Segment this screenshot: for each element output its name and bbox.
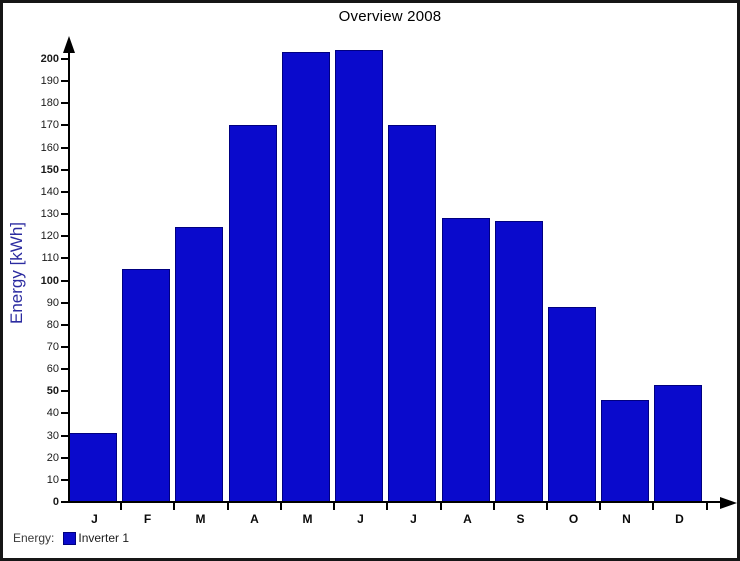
y-tick — [61, 147, 68, 149]
y-tick — [61, 457, 68, 459]
x-tick-label: M — [302, 512, 313, 526]
x-tick — [173, 503, 175, 510]
y-tick — [61, 257, 68, 259]
y-tick-label: 180 — [40, 97, 59, 109]
y-tick-label: 170 — [40, 119, 59, 131]
x-tick — [386, 503, 388, 510]
y-tick — [61, 390, 68, 392]
y-tick — [61, 124, 68, 126]
y-tick — [61, 235, 68, 237]
y-tick-label: 130 — [40, 208, 59, 220]
x-axis-line — [67, 501, 722, 503]
x-tick — [546, 503, 548, 510]
legend-swatch-inverter1 — [63, 531, 77, 545]
y-tick — [61, 435, 68, 437]
x-tick-label: A — [463, 512, 472, 526]
y-tick-label: 70 — [46, 341, 59, 353]
bar — [601, 400, 649, 503]
bar — [442, 218, 490, 503]
y-tick-label: 40 — [46, 407, 59, 419]
y-tick — [61, 302, 68, 304]
y-tick — [61, 324, 68, 326]
y-tick — [61, 102, 68, 104]
y-axis-line — [68, 50, 70, 503]
x-tick — [493, 503, 495, 510]
y-tick-label: 90 — [46, 297, 59, 309]
chart-title: Overview 2008 — [338, 8, 442, 25]
bar — [654, 385, 702, 503]
y-tick-label: 0 — [52, 496, 59, 508]
x-tick — [227, 503, 229, 510]
y-tick-label: 60 — [46, 363, 59, 375]
bar — [122, 269, 170, 503]
y-axis-title: Energy [kWh] — [7, 221, 26, 325]
x-tick-label: S — [516, 512, 525, 526]
y-tick — [61, 280, 68, 282]
y-tick-label: 10 — [46, 474, 59, 486]
bar — [335, 50, 383, 503]
x-tick-label: F — [143, 512, 152, 526]
x-tick — [706, 503, 708, 510]
y-tick — [61, 368, 68, 370]
x-tick-label: M — [195, 512, 206, 526]
y-tick — [61, 346, 68, 348]
bar — [229, 125, 277, 503]
y-tick — [61, 80, 68, 82]
x-tick-label: N — [622, 512, 631, 526]
y-tick — [61, 412, 68, 414]
x-tick-label: D — [675, 512, 684, 526]
x-tick — [333, 503, 335, 510]
y-tick-label: 110 — [41, 252, 59, 264]
x-tick — [652, 503, 654, 510]
bar — [548, 307, 596, 503]
x-tick — [440, 503, 442, 510]
bar — [388, 125, 436, 503]
legend: Energy: Inverter 1 — [13, 531, 129, 545]
x-tick-label: J — [357, 512, 364, 526]
y-tick-label: 190 — [40, 75, 59, 87]
y-tick — [61, 191, 68, 193]
legend-title: Energy: — [13, 531, 55, 545]
x-tick — [120, 503, 122, 510]
y-tick-label: 140 — [40, 186, 59, 198]
y-tick-label: 80 — [46, 319, 59, 331]
x-tick-label: O — [568, 512, 579, 526]
bar — [175, 227, 223, 503]
y-tick — [61, 58, 68, 60]
y-tick-label: 20 — [46, 452, 59, 464]
x-tick — [599, 503, 601, 510]
y-tick-label: 30 — [46, 430, 59, 442]
x-axis-arrow-icon — [720, 497, 737, 509]
bar — [495, 221, 543, 503]
y-tick-label: 100 — [40, 275, 59, 287]
y-tick — [61, 169, 68, 171]
y-tick — [61, 479, 68, 481]
y-tick-label: 150 — [40, 164, 59, 176]
y-tick-label: 120 — [40, 230, 59, 242]
y-axis-arrow-icon — [63, 36, 75, 53]
y-tick-label: 50 — [46, 385, 59, 397]
x-tick-label: J — [91, 512, 98, 526]
bar — [282, 52, 330, 503]
y-tick — [61, 501, 68, 503]
bar — [69, 433, 117, 503]
y-tick-label: 160 — [40, 142, 59, 154]
y-tick-label: 200 — [40, 53, 59, 65]
y-tick — [61, 213, 68, 215]
x-tick — [280, 503, 282, 510]
x-tick-label: A — [250, 512, 259, 526]
x-tick-label: J — [410, 512, 417, 526]
legend-item-label: Inverter 1 — [78, 531, 130, 545]
